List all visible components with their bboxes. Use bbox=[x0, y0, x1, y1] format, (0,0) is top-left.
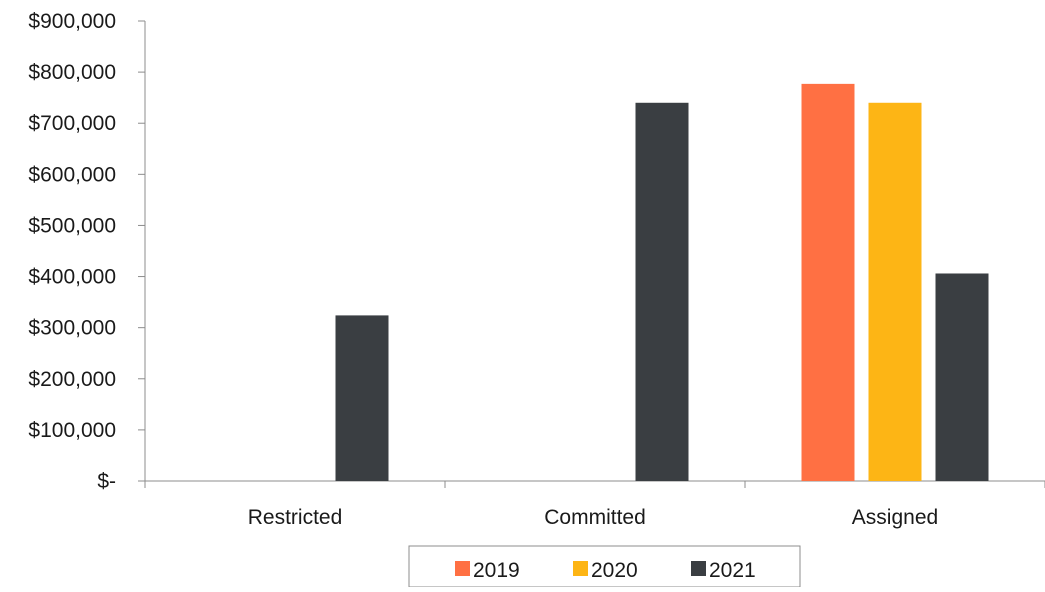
legend-label-2019: 2019 bbox=[473, 559, 520, 582]
axis-labels: $- $100,000 $200,000 $300,000 $400,000 $500,0… bbox=[28, 10, 938, 529]
y-tick-label: $300,000 bbox=[28, 317, 116, 340]
x-category-label: Restricted bbox=[248, 506, 343, 529]
y-tick-label: $900,000 bbox=[28, 10, 116, 33]
x-category-label: Committed bbox=[544, 506, 646, 529]
y-tick-label: $100,000 bbox=[28, 419, 116, 442]
x-category-label: Assigned bbox=[852, 506, 938, 529]
y-tick-label: $200,000 bbox=[28, 368, 116, 391]
bar-2021-committed bbox=[635, 102, 689, 482]
y-tick-label: $600,000 bbox=[28, 163, 116, 186]
legend-label-2021: 2021 bbox=[709, 559, 756, 582]
legend-swatch-2019 bbox=[455, 561, 470, 576]
y-tick-label: $- bbox=[97, 470, 116, 493]
bar-2021-restricted bbox=[335, 315, 389, 481]
bars bbox=[335, 83, 989, 482]
y-tick-label: $400,000 bbox=[28, 266, 116, 289]
legend-label-2020: 2020 bbox=[591, 559, 638, 582]
legend-swatch-2020 bbox=[573, 561, 588, 576]
y-tick-label: $500,000 bbox=[28, 214, 116, 237]
bar-2021-assigned bbox=[935, 273, 989, 481]
legend: 2019 2020 2021 bbox=[408, 545, 801, 588]
legend-swatch-2021 bbox=[691, 561, 706, 576]
y-tick-label: $700,000 bbox=[28, 112, 116, 135]
bar-2019-assigned bbox=[801, 83, 855, 481]
bar-2020-assigned bbox=[868, 102, 922, 482]
y-tick-label: $800,000 bbox=[28, 61, 116, 84]
